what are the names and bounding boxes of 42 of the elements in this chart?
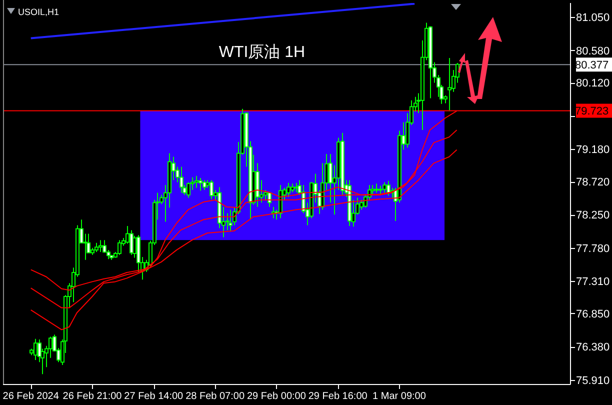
y-tick-label: 81.050: [576, 12, 610, 24]
candlestick: [198, 177, 202, 192]
candlestick: [374, 183, 378, 194]
candlestick: [118, 240, 122, 256]
candlestick: [94, 242, 98, 253]
candlestick: [294, 182, 298, 193]
candlestick: [34, 338, 38, 361]
y-tick-label: 80.120: [576, 78, 610, 90]
y-tick-label: 76.850: [576, 308, 610, 320]
y-tick-label: 78.250: [576, 210, 610, 222]
candlestick: [382, 182, 386, 194]
candlestick: [448, 58, 452, 111]
candlestick: [278, 184, 282, 219]
candlestick: [360, 199, 364, 210]
ref-line-label: 79.723: [575, 106, 609, 118]
y-tick-label: 77.310: [576, 276, 610, 288]
y-tick-label: 75.910: [576, 374, 610, 387]
candlestick: [194, 175, 198, 188]
annotation: USOIL,H1: [18, 7, 60, 17]
x-tick-label: 29 Feb 16:00: [308, 391, 368, 402]
x-tick-label: 1 Mar 09:00: [372, 391, 426, 402]
ref-line-label: 80.377: [575, 60, 609, 72]
y-tick-label: 80.580: [576, 45, 610, 58]
candlestick: [378, 185, 382, 196]
y-tick-label: 78.720: [576, 176, 610, 189]
x-tick-label: 29 Feb 00:00: [246, 391, 306, 402]
candlestick: [286, 182, 290, 198]
candlestick: [180, 166, 184, 194]
x-tick-label: 28 Feb 07:00: [186, 391, 245, 402]
candlestick: [386, 180, 390, 196]
x-tick-label: 27 Feb 14:00: [124, 391, 184, 402]
y-tick-label: 77.780: [576, 242, 610, 255]
y-tick-label: 76.380: [576, 342, 610, 354]
candlestick: [202, 180, 206, 190]
candlestick: [210, 180, 214, 200]
candlestick: [186, 182, 190, 198]
x-tick-label: 26 Feb 2024: [2, 391, 60, 402]
candlestick: [98, 240, 102, 253]
text: WTI原油 1H: [218, 43, 306, 61]
x-tick-label: 26 Feb 21:00: [62, 391, 122, 402]
y-tick-label: 79.180: [576, 144, 610, 156]
candlestick: [228, 209, 232, 232]
